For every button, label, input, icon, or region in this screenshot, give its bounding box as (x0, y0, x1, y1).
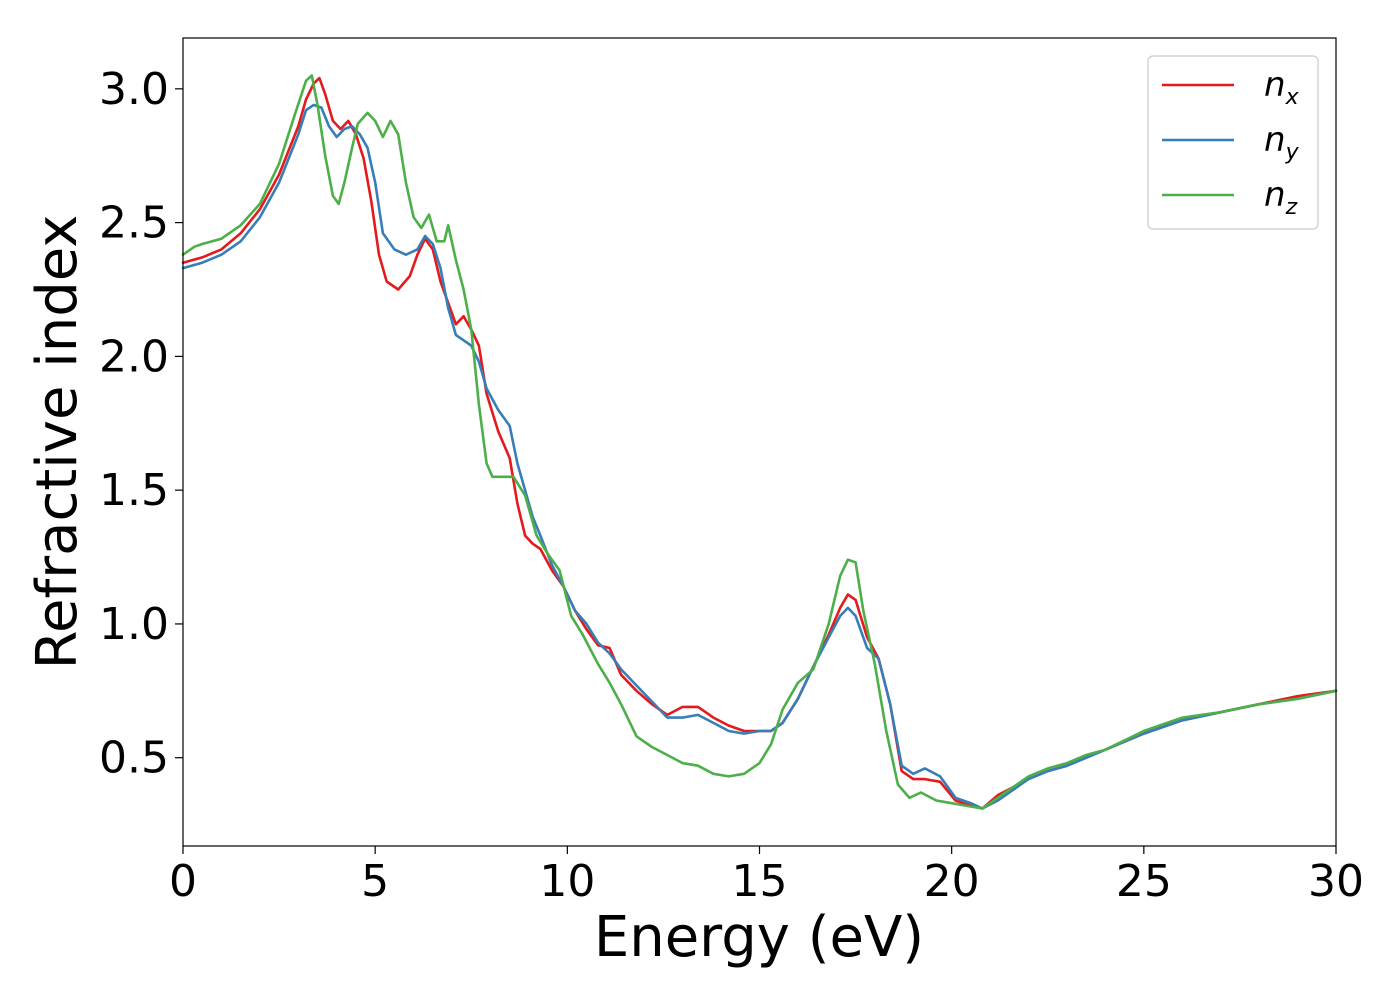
series-line-nz (181, 74, 1338, 810)
y-axis-label: Refractive index (25, 215, 90, 670)
y-tick-label: 0.5 (99, 733, 169, 784)
legend-box (1147, 55, 1319, 230)
series-layer (181, 74, 1338, 810)
x-tick-label: 10 (539, 856, 595, 907)
y-tick-label: 2.5 (99, 198, 169, 249)
y-tick-label: 2.0 (99, 331, 169, 382)
y-tick-label: 3.0 (99, 64, 169, 115)
x-tick-label: 25 (1116, 856, 1172, 907)
x-tick-label: 30 (1308, 856, 1364, 907)
x-tick-label: 0 (169, 856, 197, 907)
y-axis: 0.5 1.0 1.5 2.0 2.5 3.0 (99, 64, 183, 784)
x-tick-label: 20 (924, 856, 980, 907)
y-tick-label: 1.0 (99, 599, 169, 650)
x-axis-label: Energy (eV) (594, 905, 924, 970)
x-axis: 0 5 10 15 20 25 30 (169, 846, 1364, 907)
y-tick-label: 1.5 (99, 465, 169, 516)
x-tick-label: 5 (361, 856, 389, 907)
x-tick-label: 15 (732, 856, 788, 907)
